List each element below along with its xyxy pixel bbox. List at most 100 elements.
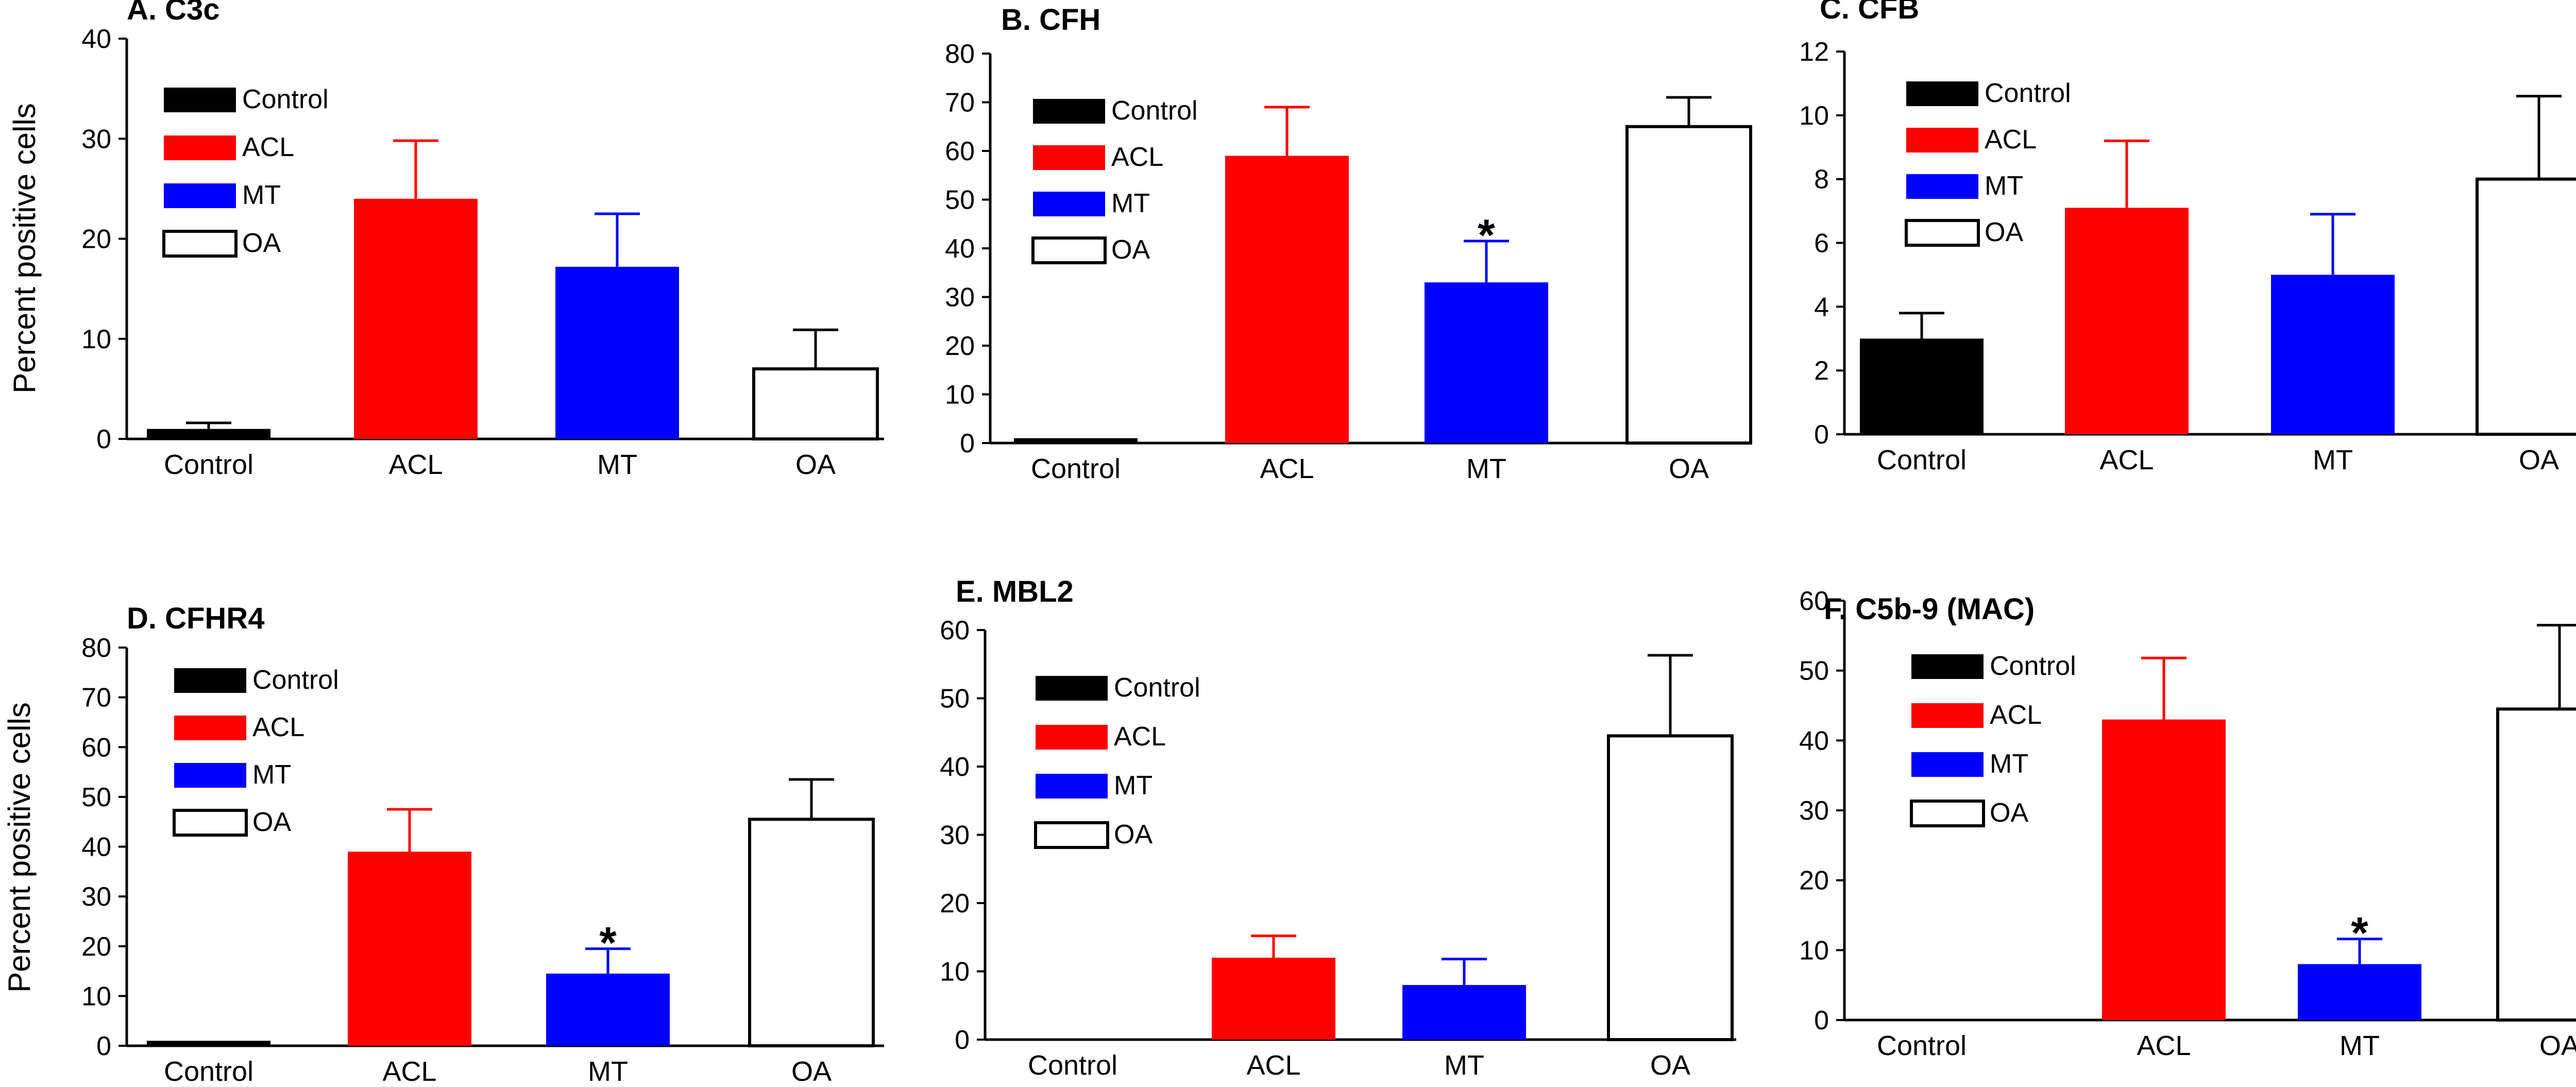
legend-label-oa: OA [252, 807, 291, 837]
category-label-oa: OA [2539, 1030, 2576, 1061]
panel-c-cfb: C. CFB 0 2 4 6 8 10 12 Control ACL MT OA Control ACL M… [1799, 0, 2576, 475]
bar-oa [752, 367, 879, 441]
panel-f-c5b-9-mac: F. C5b-9 (MAC) 0 10 20 30 40 50 60 Control ACL MT *… [1799, 586, 2576, 1061]
category-label-mt: MT [597, 449, 637, 480]
legend-label-oa: OA [1114, 820, 1153, 850]
category-label-control: Control [1877, 445, 1967, 475]
legend-label-mt: MT [1985, 171, 2023, 201]
y-tick-label: 10 [940, 957, 970, 987]
legend-label-oa: OA [242, 228, 281, 258]
y-tick-label: 80 [81, 633, 111, 663]
legend-swatch-mt [1033, 192, 1105, 216]
y-tick-label: 30 [940, 821, 970, 851]
y-tick-label: 60 [81, 733, 111, 762]
y-tick-label: 60 [940, 616, 970, 646]
bar-acl [348, 852, 471, 1046]
category-label-mt: MT [1444, 1050, 1484, 1081]
y-tick-label: 0 [96, 1031, 111, 1061]
panel-title: A. C3c [127, 0, 220, 26]
legend-label-mt: MT [242, 180, 281, 210]
y-tick-label: 0 [1814, 420, 1829, 450]
legend-swatch-control [1906, 81, 1978, 106]
legend-swatch-oa [1910, 800, 1985, 827]
legend-label-mt: MT [1114, 771, 1153, 801]
legend-label-acl: ACL [1990, 700, 2042, 730]
y-axis-label-bottom: Percent positive cells [2, 702, 37, 993]
y-tick-label: 20 [81, 932, 111, 962]
legend-swatch-oa [1905, 219, 1980, 247]
legend-swatch-control [1911, 654, 1984, 679]
bar-control [147, 1041, 270, 1046]
legend-label-oa: OA [1985, 217, 2023, 247]
y-tick-label: 0 [96, 424, 111, 454]
y-tick-label: 50 [945, 185, 975, 215]
y-tick-label: 4 [1814, 292, 1829, 322]
y-tick-label: 30 [81, 124, 111, 154]
category-label-control: Control [1028, 1050, 1117, 1081]
y-tick-label: 40 [945, 234, 975, 264]
y-tick-label: 50 [81, 783, 111, 812]
bar-mt [1425, 282, 1548, 443]
category-label-acl: ACL [1260, 453, 1314, 484]
legend-label-control: Control [1990, 651, 2076, 681]
legend-label-acl: ACL [1114, 722, 1166, 752]
y-tick-label: 30 [945, 283, 975, 313]
legend-label-mt: MT [1111, 189, 1150, 218]
y-tick-label: 70 [945, 88, 975, 118]
legend-swatch-oa [1031, 236, 1107, 264]
panel-b-cfh: B. CFH 0 10 20 30 40 50 60 70 80 Control ACL MT * OA Co… [945, 3, 1752, 484]
legend-label-acl: ACL [1111, 142, 1163, 172]
legend-label-control: Control [242, 84, 329, 114]
y-tick-label: 50 [940, 684, 970, 714]
bar-acl [354, 198, 478, 439]
legend-swatch-mt [174, 763, 246, 788]
legend-label-control: Control [1114, 673, 1200, 703]
panel-a-c3c: A. C3c 0 10 20 30 40 Control ACL MT OA Control ACL M… [81, 0, 884, 480]
bar-oa [748, 818, 875, 1047]
legend-swatch-acl [1033, 145, 1105, 170]
legend-swatch-acl [1906, 128, 1978, 152]
y-tick-label: 60 [945, 137, 975, 166]
legend-swatch-oa [173, 809, 248, 837]
legend-label-acl: ACL [252, 712, 304, 742]
significance-marker: * [599, 919, 617, 968]
category-label-acl: ACL [382, 1056, 436, 1087]
y-tick-label: 12 [1799, 37, 1829, 67]
y-tick-label: 20 [1799, 866, 1829, 896]
legend-swatch-acl [1911, 703, 1984, 728]
y-tick-label: 30 [1799, 796, 1829, 826]
category-label-oa: OA [2519, 445, 2559, 475]
legend-swatch-control [1036, 676, 1108, 701]
legend-label-oa: OA [1990, 798, 2028, 828]
legend-label-control: Control [1111, 96, 1198, 126]
y-tick-label: 0 [955, 1025, 970, 1055]
significance-marker: * [2351, 909, 2368, 958]
y-tick-label: 30 [81, 882, 111, 912]
y-tick-label: 20 [945, 331, 975, 361]
bar-mt [555, 266, 679, 439]
y-tick-label: 70 [81, 683, 111, 713]
bar-acl [2102, 719, 2226, 1020]
category-label-oa: OA [1669, 453, 1709, 484]
y-tick-label: 0 [960, 429, 975, 458]
y-tick-label: 8 [1814, 165, 1829, 195]
y-tick-label: 60 [1799, 586, 1829, 616]
legend-swatch-acl [174, 716, 246, 740]
panel-title: B. CFH [1001, 3, 1100, 37]
category-label-oa: OA [795, 449, 836, 480]
panel-title: C. CFB [1820, 0, 1919, 25]
legend-swatch-mt [1036, 774, 1108, 799]
significance-marker: * [1478, 211, 1495, 260]
category-label-mt: MT [2313, 445, 2353, 475]
y-tick-label: 20 [81, 225, 111, 254]
legend-swatch-control [174, 668, 246, 693]
bar-oa [2496, 707, 2576, 1022]
y-tick-label: 40 [81, 24, 111, 54]
legend-label-oa: OA [1111, 235, 1150, 265]
category-label-mt: MT [2340, 1030, 2380, 1061]
category-label-oa: OA [1650, 1050, 1690, 1081]
category-label-acl: ACL [388, 449, 443, 480]
y-axis-label-top: Percent positive cells [7, 103, 42, 394]
panel-e-mbl2: E. MBL2 0 10 20 30 40 50 60 Control ACL MT OA Contro… [940, 575, 1736, 1081]
